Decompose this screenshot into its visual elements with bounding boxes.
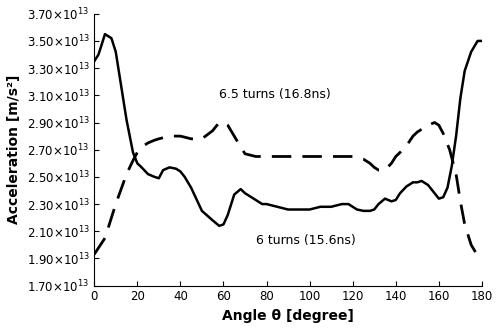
Y-axis label: Acceleration [m/s²]: Acceleration [m/s²]: [7, 75, 21, 224]
X-axis label: Angle θ [degree]: Angle θ [degree]: [222, 309, 354, 323]
Text: 6 turns (15.6ns): 6 turns (15.6ns): [256, 234, 356, 247]
Text: 6.5 turns (16.8ns): 6.5 turns (16.8ns): [219, 88, 331, 101]
